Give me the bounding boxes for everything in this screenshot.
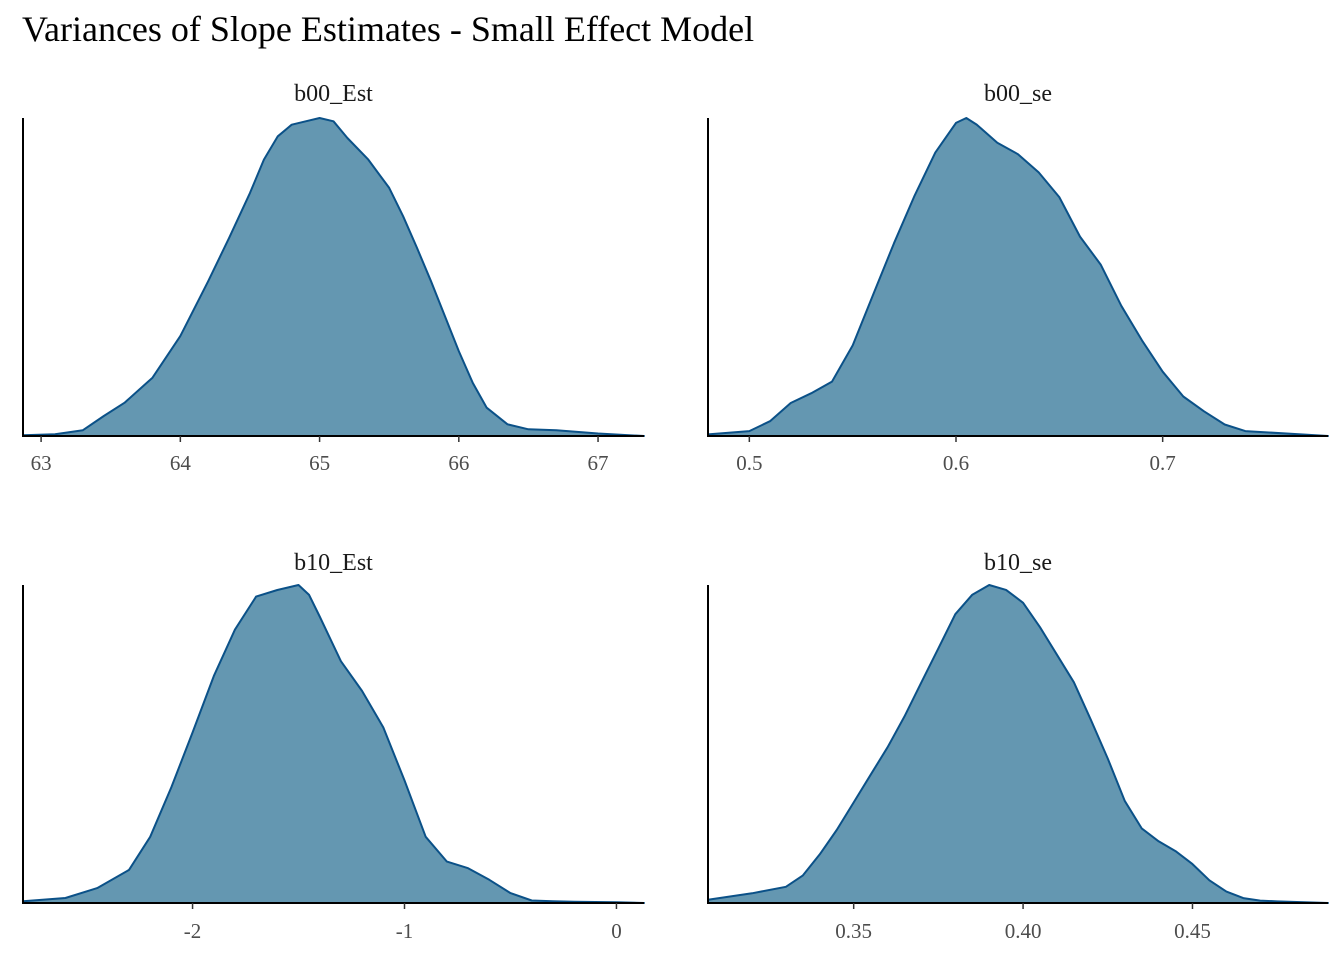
x-tick-label: 67 <box>588 451 609 475</box>
x-tick-label: 0.5 <box>736 451 762 475</box>
facet-panel-b10_Est: b10_Est -2 -1 0 <box>22 550 645 943</box>
x-tick-label: 66 <box>448 451 469 475</box>
density-area-b00_Est <box>22 117 645 437</box>
x-tick-label: 63 <box>31 451 52 475</box>
x-tick-label: 0 <box>611 919 622 943</box>
facet-strip-label: b10_Est <box>294 550 373 576</box>
facet-panel-b00_Est: b00_Est 63 64 65 66 67 <box>22 81 645 475</box>
facet-strip-label: b10_se <box>984 550 1052 576</box>
facet-strip-label: b00_Est <box>294 81 373 107</box>
x-tick-label: 0.6 <box>943 451 969 475</box>
density-area-b10_se <box>707 584 1329 904</box>
x-tick-label: 0.35 <box>835 919 872 943</box>
chart-title: Variances of Slope Estimates - Small Eff… <box>22 9 755 49</box>
x-tick-label: -2 <box>184 919 202 943</box>
facet-strip-label: b00_se <box>984 81 1052 107</box>
x-tick-label: 0.40 <box>1005 919 1042 943</box>
facet-panel-b10_se: b10_se 0.35 0.40 0.45 <box>707 550 1329 943</box>
facet-panel-b00_se: b00_se 0.5 0.6 0.7 <box>707 81 1329 475</box>
x-tick-label: 0.7 <box>1150 451 1176 475</box>
x-tick-label: 64 <box>170 451 192 475</box>
x-tick-label: 0.45 <box>1174 919 1211 943</box>
x-tick-label: -1 <box>396 919 414 943</box>
x-tick-label: 65 <box>309 451 330 475</box>
density-area-b00_se <box>707 117 1329 437</box>
density-area-b10_Est <box>22 584 645 904</box>
